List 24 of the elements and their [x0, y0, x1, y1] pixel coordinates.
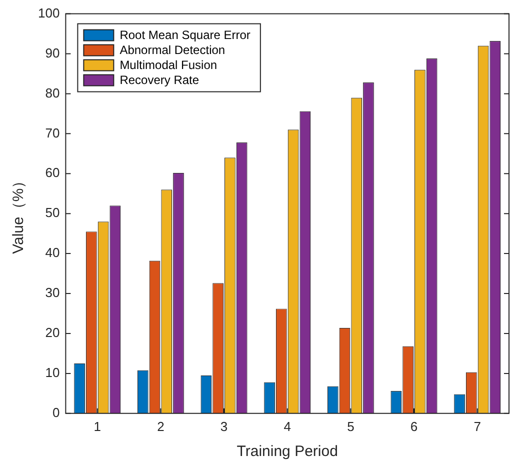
x-tick-label: 2 [157, 418, 164, 434]
y-axis-title: Value（%） [10, 173, 28, 254]
x-tick-label: 3 [220, 418, 228, 434]
y-tick-label: 0 [52, 404, 60, 420]
x-tick-label: 5 [347, 418, 354, 434]
x-tick-label: 1 [94, 418, 101, 434]
legend-label: Recovery Rate [120, 73, 200, 88]
y-tick-label: 90 [45, 45, 60, 60]
legend-label: Root Mean Square Error [120, 28, 250, 42]
x-tick-label: 4 [284, 418, 291, 434]
y-tick-label: 10 [45, 365, 60, 380]
y-tick-label: 40 [45, 245, 60, 260]
y-tick-label: 30 [45, 285, 60, 300]
y-tick-label: 100 [38, 5, 60, 20]
y-tick-label: 60 [45, 165, 60, 180]
x-tick-label: 7 [474, 418, 481, 434]
y-tick-label: 70 [45, 125, 60, 140]
legend-label: Abnormal Detection [120, 43, 226, 58]
y-tick-label: 50 [45, 205, 60, 220]
legend-label: Multimodal Fusion [120, 58, 218, 72]
y-tick-label: 80 [45, 85, 60, 100]
x-tick-label: 6 [410, 418, 418, 434]
y-tick-label: 20 [45, 325, 60, 340]
x-axis-title: Training Period [236, 443, 338, 460]
